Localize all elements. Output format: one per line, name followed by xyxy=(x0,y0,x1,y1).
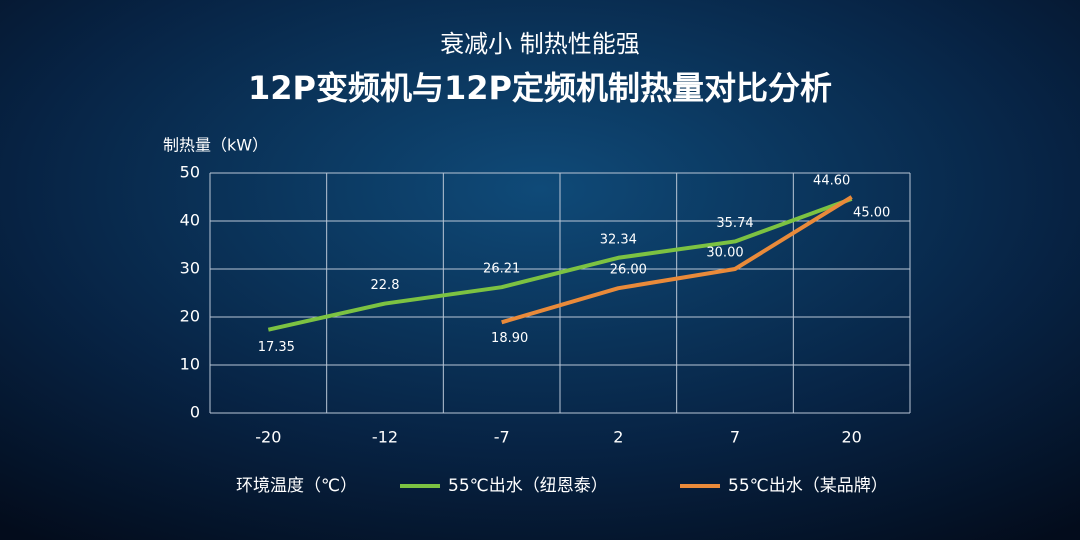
x-tick-label: 20 xyxy=(841,428,861,447)
data-label: 18.90 xyxy=(491,331,528,346)
y-axis-label: 制热量（kW） xyxy=(163,136,268,155)
data-label: 32.34 xyxy=(600,232,637,247)
x-tick-label: -12 xyxy=(372,428,398,447)
x-tick-label: -7 xyxy=(494,428,510,447)
data-label: 30.00 xyxy=(706,246,743,261)
chart-title: 12P变频机与12P定频机制热量对比分析 xyxy=(248,69,832,107)
y-tick-label: 20 xyxy=(180,307,200,326)
y-tick-label: 10 xyxy=(180,355,200,374)
data-label: 17.35 xyxy=(258,340,295,355)
data-label: 35.74 xyxy=(716,216,753,231)
x-tick-label: 2 xyxy=(613,428,623,447)
y-tick-label: 40 xyxy=(180,211,200,230)
legend-label: 55℃出水（纽恩泰） xyxy=(448,476,608,496)
data-label: 45.00 xyxy=(853,206,890,221)
data-label: 44.60 xyxy=(813,173,850,188)
x-tick-label: -20 xyxy=(255,428,281,447)
data-label: 22.8 xyxy=(371,278,400,293)
data-label: 26.21 xyxy=(483,262,520,277)
y-tick-label: 30 xyxy=(180,259,200,278)
legend-label: 55℃出水（某品牌） xyxy=(728,476,888,496)
x-axis-label: 环境温度（℃） xyxy=(236,476,357,496)
y-tick-label: 0 xyxy=(190,403,200,422)
x-tick-label: 7 xyxy=(730,428,740,447)
chart-subtitle: 衰减小 制热性能强 xyxy=(440,30,640,58)
y-tick-label: 50 xyxy=(180,163,200,182)
series-line xyxy=(267,197,853,332)
series-line xyxy=(501,195,853,325)
data-label: 26.00 xyxy=(610,263,647,278)
